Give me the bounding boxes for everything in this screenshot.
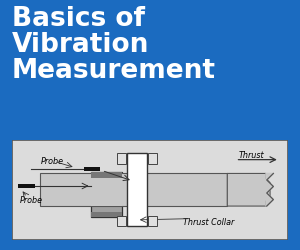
Text: Basics of
Vibration
Measurement: Basics of Vibration Measurement xyxy=(12,6,216,83)
Text: Thrust Collar: Thrust Collar xyxy=(183,217,234,226)
Bar xyxy=(18,184,34,188)
Bar xyxy=(91,212,122,218)
Bar xyxy=(148,216,157,226)
Bar xyxy=(127,154,147,226)
Bar xyxy=(117,154,126,164)
Bar xyxy=(91,172,122,178)
Bar xyxy=(84,168,100,171)
Bar xyxy=(148,154,157,164)
Bar xyxy=(117,216,126,226)
Polygon shape xyxy=(227,174,270,206)
Text: Probe: Probe xyxy=(41,156,64,165)
Bar xyxy=(91,172,122,218)
Text: Thrust: Thrust xyxy=(238,150,264,159)
Text: Probe: Probe xyxy=(20,196,43,204)
Bar xyxy=(91,174,122,206)
Polygon shape xyxy=(266,174,273,206)
Bar xyxy=(40,174,227,206)
